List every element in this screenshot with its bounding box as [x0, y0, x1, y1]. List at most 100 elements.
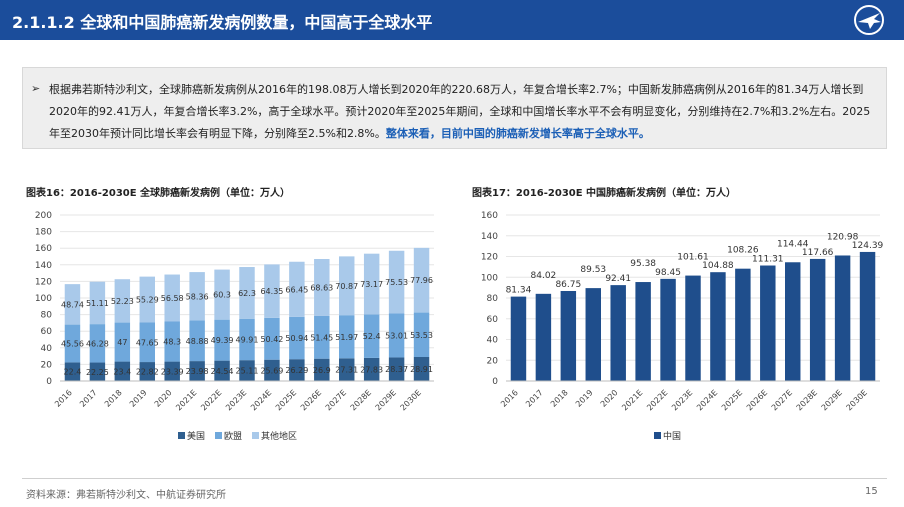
data-label: 23.39 [161, 367, 184, 376]
data-label: 53.53 [410, 331, 433, 340]
bar-中国 [510, 296, 527, 381]
data-label: 23.98 [186, 367, 209, 376]
x-tick-label: 2027E [324, 388, 348, 412]
bar-其他地区 [314, 259, 330, 316]
chart16-title: 图表16：2016-2030E 全球肺癌新发病例（单位：万人） [26, 188, 291, 199]
data-label: 24.54 [211, 367, 234, 376]
data-label: 52.23 [111, 297, 134, 306]
legend-label: 欧盟 [224, 430, 242, 442]
x-tick-label: 2018 [549, 388, 570, 409]
x-tick-label: 2021E [620, 388, 644, 412]
bar-其他地区 [339, 256, 355, 316]
summary-main: 根据弗若斯特沙利文，全球肺癌新发病例从2016年的198.08万人增长到2020… [49, 83, 871, 140]
x-tick-label: 2030E [845, 388, 869, 412]
data-label: 73.17 [360, 280, 383, 289]
y-tick-label: 160 [481, 211, 498, 221]
data-label: 55.29 [136, 296, 159, 305]
bar-中国 [585, 288, 601, 381]
data-label: 98.45 [655, 268, 681, 278]
data-label: 86.75 [555, 280, 581, 290]
y-tick-label: 120 [481, 253, 498, 263]
bar-欧盟 [339, 315, 355, 359]
bar-美国 [314, 358, 330, 381]
x-tick-label: 2019 [128, 388, 149, 409]
data-label: 27.31 [335, 366, 358, 375]
legend-label: 中国 [663, 430, 681, 442]
x-tick-label: 2022E [645, 388, 669, 412]
data-label: 120.98 [827, 232, 859, 242]
data-label: 22.25 [86, 368, 109, 377]
chart17: 0 20 40 60 80 100 120 140 160 81.34 2016 84.02 2017 8… [481, 211, 884, 442]
x-tick-label: 2020 [153, 388, 174, 409]
data-label: 124.39 [852, 241, 884, 251]
x-tick-label: 2022E [199, 388, 223, 412]
data-label: 22.82 [136, 368, 159, 377]
data-label: 25.69 [260, 366, 283, 375]
y-tick-label: 60 [41, 327, 53, 337]
bar-中国 [785, 262, 801, 381]
legend-swatch [252, 432, 259, 439]
data-label: 47.65 [136, 338, 159, 347]
data-label: 66.45 [285, 285, 308, 294]
bar-欧盟 [89, 324, 106, 363]
bar-欧盟 [363, 314, 380, 358]
y-tick-label: 80 [487, 294, 499, 304]
x-tick-label: 2018 [103, 388, 124, 409]
y-tick-label: 200 [35, 211, 52, 221]
data-label: 48.3 [163, 338, 181, 347]
y-tick-label: 120 [35, 277, 52, 287]
y-tick-label: 100 [35, 294, 52, 304]
y-tick-label: 160 [35, 244, 52, 254]
y-tick-label: 60 [487, 315, 499, 325]
data-label: 117.66 [802, 248, 834, 258]
data-label: 56.58 [161, 294, 184, 303]
y-tick-label: 40 [41, 344, 53, 354]
data-label: 70.87 [335, 282, 358, 291]
y-tick-label: 0 [492, 377, 498, 387]
chart16: 0 20 40 60 80 100 120 140 160 180 200 22.4 45.56 48.7… [35, 211, 434, 442]
legend-swatch [654, 432, 661, 439]
y-tick-label: 20 [41, 360, 53, 370]
data-label: 104.88 [702, 261, 734, 271]
chart17-title: 图表17：2016-2030E 中国肺癌新发病例（单位：万人） [472, 188, 737, 199]
bar-中国 [560, 290, 577, 381]
data-label: 28.91 [410, 365, 433, 374]
x-tick-label: 2030E [399, 388, 423, 412]
bar-欧盟 [139, 322, 155, 363]
data-label: 101.61 [677, 253, 709, 263]
data-label: 95.38 [630, 259, 656, 269]
data-label: 68.63 [310, 283, 333, 292]
data-label: 25.11 [236, 367, 259, 376]
bar-美国 [413, 357, 430, 381]
y-tick-label: 0 [46, 377, 52, 387]
bar-欧盟 [264, 317, 280, 360]
y-tick-label: 100 [481, 273, 498, 283]
bar-其他地区 [139, 276, 155, 323]
bar-中国 [660, 278, 676, 381]
data-label: 26.29 [285, 366, 308, 375]
data-label: 50.42 [260, 335, 283, 344]
bar-中国 [685, 275, 701, 381]
summary-text: 根据弗若斯特沙利文，全球肺癌新发病例从2016年的198.08万人增长到2020… [49, 79, 879, 145]
bar-其他地区 [289, 261, 305, 317]
x-tick-label: 2017 [78, 388, 99, 409]
data-label: 81.34 [506, 286, 532, 296]
x-tick-label: 2024E [695, 388, 719, 412]
x-tick-label: 2023E [224, 388, 248, 412]
bullet-arrow-icon: ➢ [31, 82, 41, 95]
bar-欧盟 [189, 320, 205, 362]
bar-美国 [189, 361, 205, 381]
bar-欧盟 [314, 315, 330, 359]
x-tick-label: 2028E [795, 388, 819, 412]
bar-美国 [264, 359, 280, 381]
x-tick-label: 2024E [249, 388, 273, 412]
legend-swatch [178, 432, 185, 439]
data-label: 58.36 [186, 292, 209, 301]
bar-欧盟 [114, 322, 131, 362]
bar-美国 [388, 357, 405, 381]
legend-swatch [215, 432, 222, 439]
bar-美国 [339, 358, 355, 381]
data-label: 28.37 [385, 365, 408, 374]
bar-欧盟 [388, 313, 405, 358]
